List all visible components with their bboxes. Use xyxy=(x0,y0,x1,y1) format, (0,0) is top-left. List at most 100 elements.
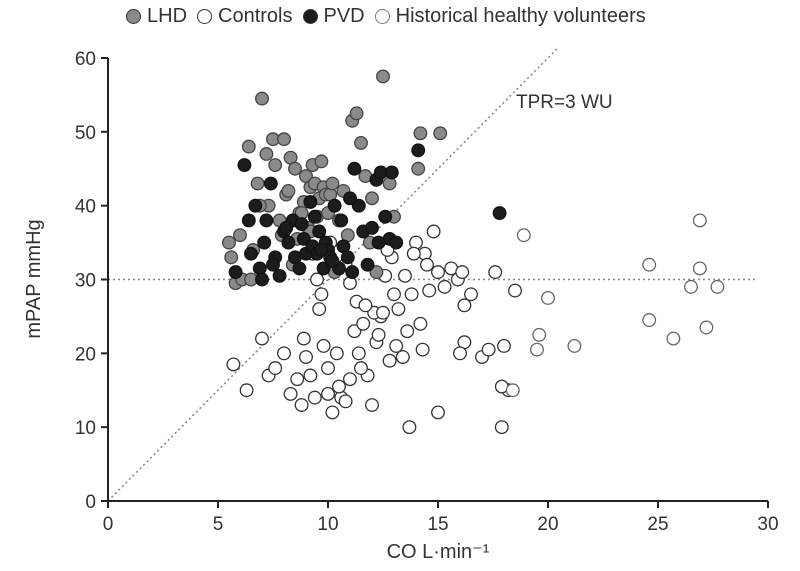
point-control xyxy=(389,339,404,353)
annotation-tpr: TPR=3 WU xyxy=(516,92,613,113)
point-pvd xyxy=(327,198,342,213)
legend-marker-controls xyxy=(197,8,213,24)
point-historical xyxy=(541,291,555,305)
point-pvd xyxy=(248,198,263,213)
point-historical xyxy=(642,313,657,328)
point-control xyxy=(431,405,445,420)
point-pvd xyxy=(279,220,294,235)
point-control xyxy=(404,287,419,302)
point-control xyxy=(332,379,346,394)
point-lhd xyxy=(259,147,274,161)
point-historical xyxy=(699,320,714,335)
point-historical xyxy=(642,257,657,272)
point-control xyxy=(453,346,467,361)
point-control xyxy=(226,357,241,372)
point-pvd xyxy=(294,217,309,232)
point-control xyxy=(455,265,470,280)
point-pvd xyxy=(259,213,274,228)
point-pvd xyxy=(312,224,327,239)
point-pvd xyxy=(351,198,366,213)
legend: LHD Controls PVD Historical healthy volu… xyxy=(126,4,656,28)
point-control xyxy=(398,268,412,283)
point-control xyxy=(296,331,311,346)
point-historical xyxy=(666,331,681,346)
point-control xyxy=(387,287,401,302)
point-control xyxy=(239,383,254,398)
point-pvd xyxy=(365,220,379,235)
point-pvd xyxy=(492,206,507,221)
point-pvd xyxy=(255,272,269,287)
point-pvd xyxy=(244,246,258,261)
point-control xyxy=(426,224,441,239)
point-historical xyxy=(532,327,547,342)
point-control xyxy=(312,302,327,316)
point-control xyxy=(382,353,397,368)
point-control xyxy=(307,390,322,405)
point-control xyxy=(268,361,283,376)
x-tick-label: 15 xyxy=(427,514,448,535)
point-pvd xyxy=(340,250,355,265)
point-pvd xyxy=(347,161,362,176)
point-control xyxy=(303,368,318,383)
point-control xyxy=(402,420,417,435)
point-pvd xyxy=(266,257,280,272)
point-lhd xyxy=(222,235,236,250)
point-control xyxy=(338,394,353,409)
point-historical xyxy=(710,279,725,294)
point-lhd xyxy=(369,265,384,280)
point-control xyxy=(347,324,362,339)
x-axis-label: CO L·min⁻¹ xyxy=(387,541,490,563)
point-lhd xyxy=(250,176,265,191)
point-historical xyxy=(692,213,707,228)
point-historical xyxy=(505,383,520,398)
point-pvd xyxy=(303,195,318,209)
point-control xyxy=(497,339,511,353)
point-pvd xyxy=(307,209,322,224)
point-control xyxy=(406,246,421,261)
point-lhd xyxy=(411,161,426,176)
point-lhd xyxy=(376,69,390,84)
point-control xyxy=(395,350,410,364)
point-lhd xyxy=(382,176,397,191)
point-lhd xyxy=(365,191,379,206)
point-control xyxy=(464,287,478,302)
point-control xyxy=(316,339,331,353)
point-pvd xyxy=(345,265,360,280)
point-pvd xyxy=(237,158,252,173)
point-pvd xyxy=(241,213,256,228)
x-tick-label: 0 xyxy=(103,514,114,535)
point-control xyxy=(413,316,428,331)
legend-marker-lhd xyxy=(126,8,141,24)
x-tick-label: 20 xyxy=(537,514,558,535)
point-lhd xyxy=(325,176,340,191)
point-pvd xyxy=(360,257,375,272)
legend-item-historical: Historical healthy volunteers xyxy=(374,4,646,28)
point-control xyxy=(329,346,344,361)
legend-item-pvd: PVD xyxy=(302,5,365,28)
point-lhd xyxy=(268,158,283,173)
point-lhd xyxy=(349,106,364,121)
point-pvd xyxy=(343,191,357,206)
point-lhd xyxy=(241,139,256,154)
point-pvd xyxy=(378,209,393,224)
point-lhd xyxy=(277,132,291,147)
point-pvd xyxy=(314,243,329,257)
point-control xyxy=(351,346,366,361)
point-pvd xyxy=(272,268,287,283)
y-axis-label: mPAP mmHg xyxy=(23,219,45,338)
point-control xyxy=(277,346,291,361)
legend-item-controls: Controls xyxy=(197,5,293,28)
legend-label-historical: Historical healthy volunteers xyxy=(395,4,646,27)
point-pvd xyxy=(389,235,404,250)
point-control xyxy=(481,342,496,357)
point-control xyxy=(365,398,379,412)
point-control xyxy=(310,272,324,287)
point-control xyxy=(391,302,406,316)
y-tick-label: 40 xyxy=(75,197,96,218)
point-pvd xyxy=(325,254,340,268)
point-historical xyxy=(684,279,698,294)
x-tick-label: 5 xyxy=(213,514,224,535)
point-control xyxy=(376,305,390,320)
y-tick-label: 60 xyxy=(75,49,96,70)
